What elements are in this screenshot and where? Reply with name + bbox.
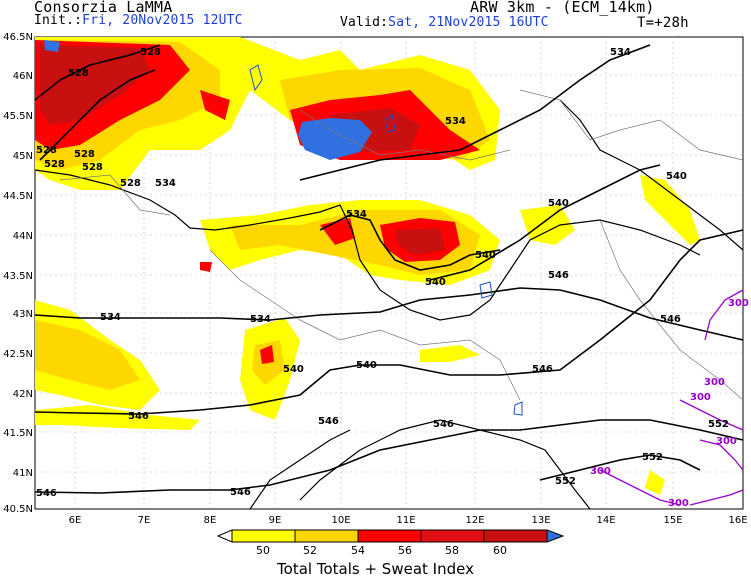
contour-label: 546: [433, 419, 454, 430]
lon-tick: 13E: [531, 515, 550, 526]
lat-tick: 44N: [13, 231, 33, 242]
contour-label: 540: [356, 360, 377, 371]
geopotential-contours: [34, 44, 744, 494]
lat-tick: 41.5N: [3, 428, 33, 439]
lon-tick: 11E: [396, 515, 415, 526]
contour-label: 528: [36, 145, 57, 156]
lat-tick: 41N: [13, 468, 33, 479]
contour-label: 546: [230, 487, 251, 498]
colorbar-swatch: [420, 529, 485, 543]
borders: [59, 89, 744, 401]
contour-label: 534: [346, 209, 367, 220]
colorbar-swatch: [483, 529, 548, 543]
contour-label: 540: [475, 250, 496, 261]
contour-label: 546: [36, 488, 57, 499]
contour-label: 540: [548, 198, 569, 209]
contour-label: 546: [548, 270, 569, 281]
contour-label: 528: [44, 159, 65, 170]
contour-label: 300: [728, 298, 749, 309]
colorbar-low-arrow: [216, 529, 233, 543]
contour-label: 300: [590, 466, 611, 477]
lat-tick: 46.5N: [3, 32, 33, 43]
colorbar: 50 52 54 56 58 60: [216, 529, 565, 557]
contour-label: 552: [642, 452, 663, 463]
contour-label: 552: [708, 419, 729, 430]
colorbar-tick: 52: [303, 544, 317, 557]
contour-label: 540: [666, 171, 687, 182]
colorbar-swatch: [294, 529, 359, 543]
lon-tick: 12E: [465, 515, 484, 526]
lon-tick: 16E: [728, 515, 747, 526]
lat-tick: 43.5N: [3, 271, 33, 282]
lat-tick: 46N: [13, 71, 33, 82]
colorbar-tick: 54: [351, 544, 365, 557]
lon-tick: 7E: [138, 515, 151, 526]
colorbar-tick: 58: [445, 544, 459, 557]
lon-tick: 8E: [204, 515, 217, 526]
contour-label: 540: [283, 364, 304, 375]
contour-label: 300: [690, 392, 711, 403]
colorbar-swatch: [357, 529, 422, 543]
colorbar-tick: 56: [398, 544, 412, 557]
contour-label: 534: [250, 314, 271, 325]
lat-tick: 43N: [13, 309, 33, 320]
contour-label: 528: [82, 162, 103, 173]
colorbar-swatch: [231, 529, 296, 543]
lat-tick: 40.5N: [3, 504, 33, 515]
model-title: ARW 3km - (ECM_14km): [470, 0, 655, 16]
lat-tick: 42N: [13, 389, 33, 400]
valid-label: Valid:: [340, 15, 389, 30]
contour-label: 540: [425, 277, 446, 288]
lon-tick: 15E: [663, 515, 682, 526]
contour-label: 546: [660, 314, 681, 325]
colorbar-high-arrow: [546, 529, 565, 543]
valid-value: Sat, 21Nov2015 16UTC: [388, 15, 549, 30]
lon-tick: 6E: [69, 515, 82, 526]
lat-tick: 45N: [13, 151, 33, 162]
colorbar-tick: 50: [256, 544, 270, 557]
contour-label: 528: [120, 178, 141, 189]
contour-label: 534: [445, 116, 466, 127]
contour-label: 300: [704, 377, 725, 388]
lat-tick: 45.5N: [3, 111, 33, 122]
lon-axis: 6E 7E 8E 9E 10E 11E 12E 13E 14E 15E 16E: [69, 515, 748, 526]
contour-label: 300: [668, 498, 689, 509]
lon-tick: 14E: [596, 515, 615, 526]
lakes: [249, 64, 523, 416]
contour-label: 534: [100, 312, 121, 323]
contour-label: 546: [128, 411, 149, 422]
organization-name: Consorzia LaMMA: [34, 0, 173, 16]
contour-label: 546: [318, 416, 339, 427]
lat-axis: 46.5N 46N 45.5N 45N 44.5N 44N 43.5N 43N …: [3, 32, 33, 515]
contour-label: 534: [155, 178, 176, 189]
contour-label: 528: [74, 149, 95, 160]
contour-label: 300: [716, 436, 737, 447]
colorbar-title: Total Totals + Sweat Index: [277, 560, 474, 578]
init-label: Init.:: [34, 13, 83, 28]
lat-tick: 44.5N: [3, 191, 33, 202]
valid-time: Valid:Sat, 21Nov2015 16UTC: [340, 15, 549, 30]
contour-label: 552: [555, 476, 576, 487]
sweat-contours: [599, 289, 744, 506]
colorbar-tick: 60: [493, 544, 507, 557]
lead-time: T=+28h: [637, 15, 689, 31]
contour-label: 534: [610, 47, 631, 58]
lon-tick: 10E: [331, 515, 350, 526]
index-shading-60: [44, 40, 372, 160]
lat-tick: 42.5N: [3, 349, 33, 360]
lon-tick: 9E: [269, 515, 282, 526]
contour-label: 528: [68, 68, 89, 79]
contour-label: 528: [140, 47, 161, 58]
init-value: Fri, 20Nov2015 12UTC: [82, 13, 243, 28]
contour-label: 546: [532, 364, 553, 375]
init-time: Init.:Fri, 20Nov2015 12UTC: [34, 13, 243, 28]
